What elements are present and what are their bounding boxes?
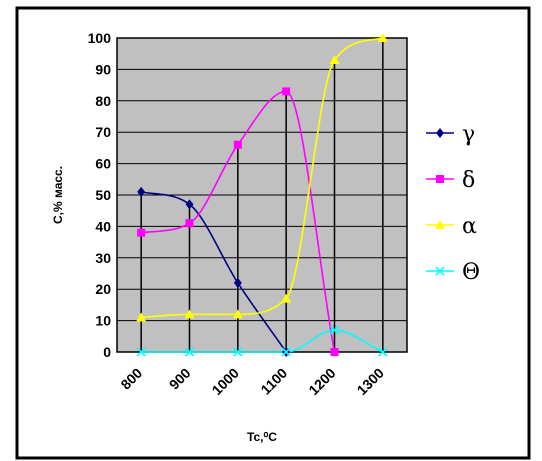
data-point <box>184 309 195 319</box>
legend-label: Θ <box>462 260 480 285</box>
data-point <box>185 199 194 210</box>
data-point <box>281 347 291 357</box>
legend-marker <box>436 128 444 138</box>
y-tick-label: 50 <box>95 187 111 203</box>
y-tick-label: 30 <box>95 250 111 266</box>
y-tick-label: 80 <box>95 93 111 109</box>
legend-marker <box>436 175 444 183</box>
y-tick-label: 0 <box>103 344 111 360</box>
data-point <box>137 186 146 197</box>
data-point <box>136 312 147 322</box>
data-point <box>136 347 146 357</box>
legend-item: δ <box>426 168 475 193</box>
legend-label: γ <box>462 122 475 147</box>
y-tick-label: 60 <box>95 156 111 172</box>
y-tick-label: 70 <box>95 124 111 140</box>
legend-item: α <box>426 214 477 239</box>
data-point <box>329 325 340 335</box>
data-point <box>233 277 242 288</box>
y-tick-label: 10 <box>95 313 111 329</box>
series-line-3 <box>141 329 384 353</box>
y-tick-label: 20 <box>95 281 111 297</box>
data-point <box>282 87 291 96</box>
data-point <box>329 54 340 64</box>
legend-label: δ <box>462 168 475 193</box>
data-point <box>233 140 242 149</box>
data-point <box>233 347 243 357</box>
data-point <box>137 228 146 237</box>
data-point <box>330 348 339 356</box>
legend-item: Θ <box>426 260 480 285</box>
y-tick-label: 90 <box>95 61 111 77</box>
legend-marker <box>435 220 445 229</box>
y-tick-label: 100 <box>88 30 112 46</box>
series-markers <box>136 33 388 357</box>
data-point <box>378 347 388 357</box>
legend-item: γ <box>426 122 475 147</box>
data-point <box>232 309 243 319</box>
legend-label: α <box>462 214 477 239</box>
legend-marker <box>435 266 445 276</box>
y-axis-title: C,% масс. <box>51 166 65 224</box>
data-point <box>377 33 388 42</box>
y-tick-labels: 0 10 20 30 40 50 60 70 80 90 100 <box>88 30 112 360</box>
series-line-0 <box>141 191 287 353</box>
x-axis-title: Tc,⁰C <box>247 430 277 444</box>
data-point <box>281 293 292 303</box>
y-tick-label: 40 <box>95 218 111 234</box>
data-point <box>185 219 194 228</box>
data-point <box>184 347 195 357</box>
